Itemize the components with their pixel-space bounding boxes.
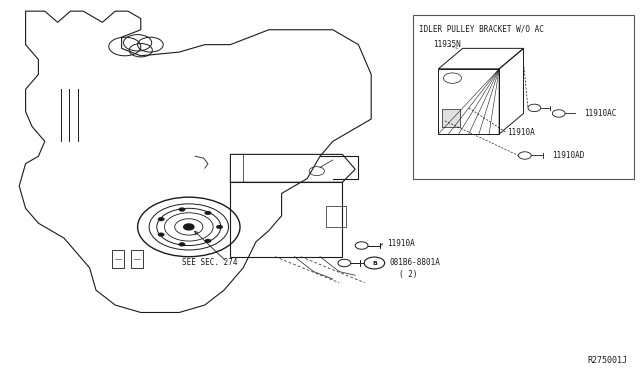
Text: R275001J: R275001J [588, 356, 627, 365]
Text: 11910A: 11910A [508, 128, 535, 137]
Circle shape [205, 211, 211, 215]
Bar [131, 250, 143, 268]
Bar [230, 182, 342, 257]
Text: 11910AC: 11910AC [584, 109, 617, 118]
Circle shape [205, 239, 211, 243]
Text: SEE SEC. 274: SEE SEC. 274 [182, 258, 238, 267]
Bar [326, 206, 346, 227]
Circle shape [179, 208, 185, 211]
Text: ( 2): ( 2) [399, 270, 418, 279]
Circle shape [216, 225, 223, 229]
Bar [112, 250, 124, 268]
Text: 081B6-8801A: 081B6-8801A [389, 258, 440, 267]
Circle shape [184, 224, 194, 230]
Circle shape [158, 233, 164, 237]
Circle shape [158, 217, 164, 221]
Bar [442, 109, 460, 127]
Circle shape [179, 243, 185, 246]
Text: 11910A: 11910A [387, 239, 415, 248]
Text: B: B [372, 260, 377, 266]
Bar [413, 15, 634, 179]
Text: IDLER PULLEY BRACKET W/O AC: IDLER PULLEY BRACKET W/O AC [419, 24, 544, 33]
Text: 11910AD: 11910AD [552, 151, 584, 160]
Text: 11935N: 11935N [433, 40, 461, 49]
Bar [438, 69, 499, 134]
